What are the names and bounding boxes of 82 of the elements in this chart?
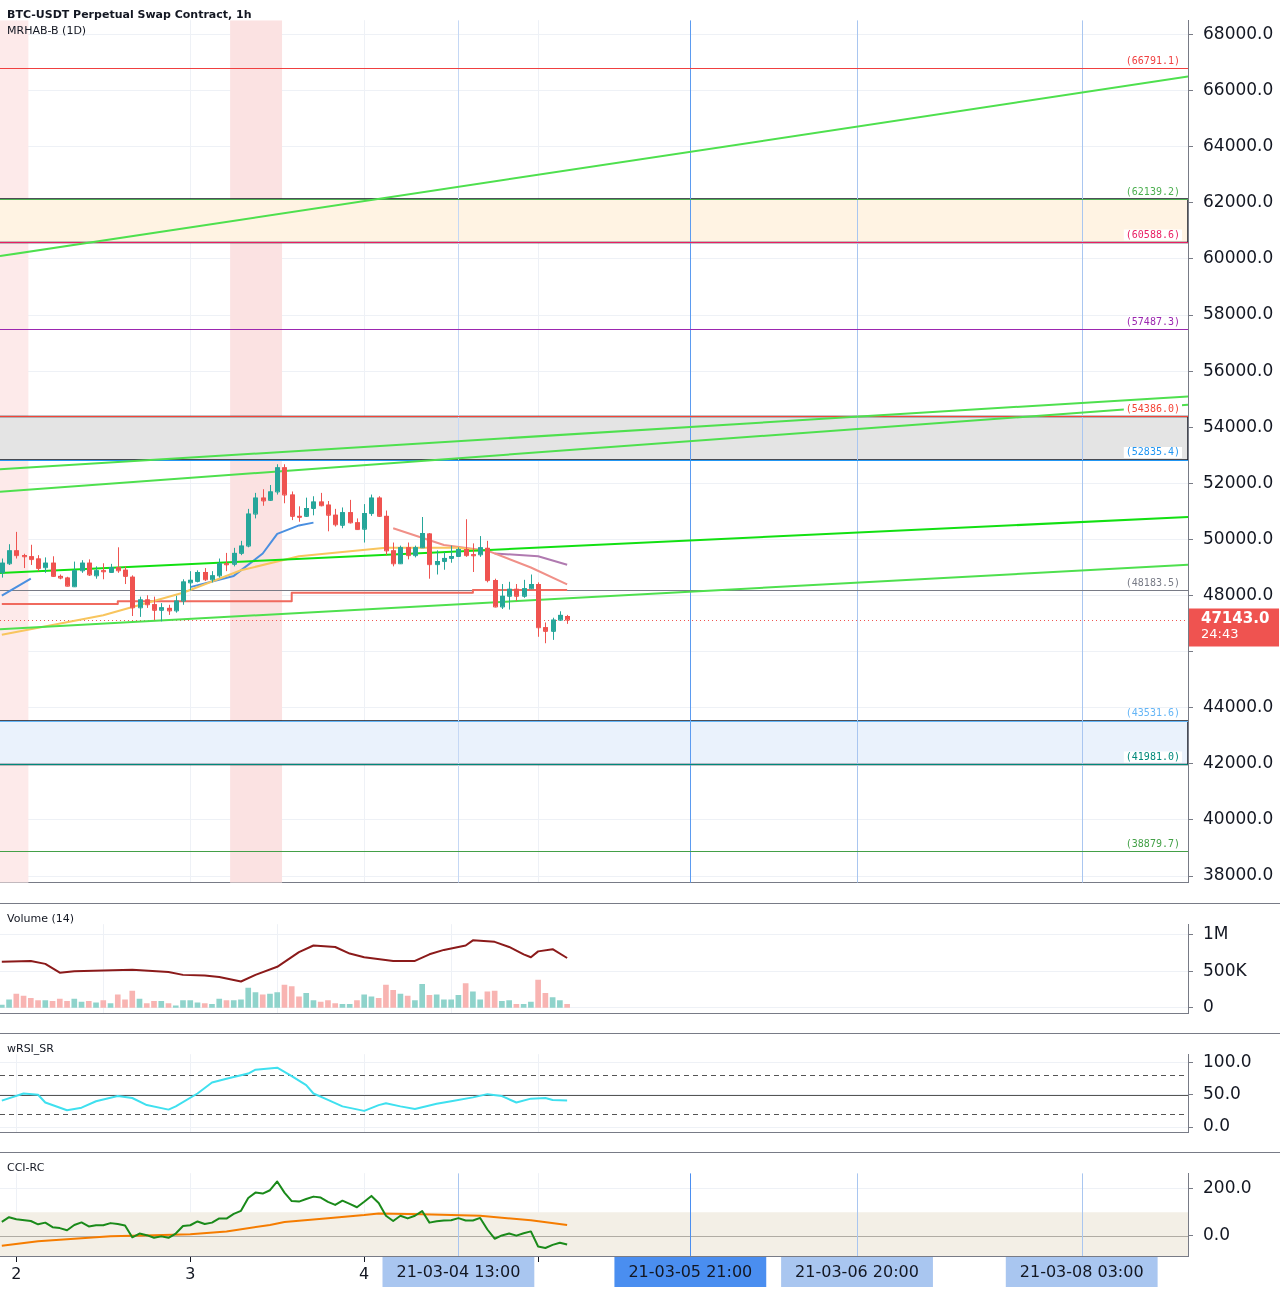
y-tick-label: 0.0	[1203, 1224, 1231, 1245]
bar	[426, 995, 433, 1008]
bar	[20, 995, 27, 1008]
bar	[455, 995, 462, 1008]
y-tick-label: 56000.0	[1203, 359, 1274, 380]
chart-title: BTC-USDT Perpetual Swap Contract, 1h	[7, 8, 252, 21]
bar	[194, 1002, 201, 1008]
y-tick-label: 40000.0	[1203, 808, 1274, 829]
y-tick-label: 50.0	[1203, 1083, 1241, 1104]
ref-line-label: 21-03-08 03:00	[1019, 1262, 1144, 1282]
ref-line-label: (62139.2)	[1125, 185, 1180, 197]
y-tick-label: 1M	[1203, 922, 1229, 943]
bar	[42, 1000, 49, 1008]
bar	[310, 1000, 317, 1008]
y-tick-label: 50000.0	[1203, 527, 1274, 548]
chart-title: CCI-RC	[7, 1161, 45, 1174]
ref-line-label: (43531.6)	[1125, 707, 1180, 719]
y-tick-label: 58000.0	[1203, 303, 1274, 324]
ref-line-label: 21-03-04 13:00	[396, 1262, 521, 1282]
y-tick-label: 66000.0	[1203, 79, 1274, 100]
bar	[252, 992, 259, 1008]
ref-line-label: (60588.6)	[1125, 229, 1180, 241]
bar	[49, 1000, 56, 1008]
bar	[564, 1003, 570, 1008]
bar	[549, 997, 556, 1008]
bar	[100, 1000, 107, 1008]
bar	[165, 1003, 172, 1008]
ref-line-label: 21-03-05 21:00	[628, 1262, 753, 1282]
ref-line-label: (41981.0)	[1125, 750, 1180, 762]
y-tick-label: 68000.0	[1203, 22, 1274, 43]
bar	[259, 994, 266, 1008]
y-tick-label: 0	[1203, 996, 1214, 1017]
ref-line-label: (48183.5)	[1125, 576, 1180, 588]
y-tick-label: 500K	[1203, 959, 1248, 980]
y-tick-label: 62000.0	[1203, 191, 1274, 212]
y-tick-label: 0.0	[1203, 1115, 1231, 1136]
bar	[339, 1003, 346, 1008]
ref-line-label: 47143.0	[1201, 609, 1270, 628]
x-tick-label: 3	[185, 1263, 196, 1283]
y-tick-label: 52000.0	[1203, 471, 1274, 492]
ref-line-label: 21-03-06 20:00	[795, 1262, 919, 1282]
y-tick-label: 48000.0	[1203, 583, 1274, 604]
bar	[528, 1001, 534, 1008]
bar	[433, 994, 440, 1008]
bar	[303, 992, 310, 1008]
x-tick-label: 4	[359, 1263, 370, 1283]
bar	[71, 998, 78, 1008]
ref-line-label: (54386.0)	[1125, 403, 1180, 414]
bar	[513, 1003, 520, 1008]
bar	[158, 1000, 165, 1008]
chart-title: wRSI_SR	[7, 1042, 54, 1055]
ref-line-label: (38879.7)	[1125, 837, 1180, 849]
bar	[223, 1000, 230, 1008]
chart-subtitle: MRHAB-B (1D)	[7, 24, 87, 37]
y-tick-label: 38000.0	[1203, 864, 1274, 885]
y-tick-label: 200.0	[1203, 1177, 1252, 1197]
y-tick-label: 100.0	[1203, 1051, 1252, 1071]
bar	[13, 993, 20, 1008]
bar	[93, 1002, 99, 1008]
bar	[520, 1003, 527, 1008]
bar	[85, 1000, 92, 1008]
bar	[354, 1000, 360, 1008]
x-tick-label: 2	[11, 1263, 22, 1283]
bar	[535, 979, 541, 1008]
bar	[404, 995, 411, 1008]
bar	[107, 1003, 114, 1008]
bar	[462, 983, 469, 1008]
bar	[346, 1003, 353, 1008]
ref-line-label: (57487.3)	[1125, 316, 1180, 327]
text: 24:43	[1201, 625, 1239, 641]
y-tick-label: 54000.0	[1203, 415, 1274, 436]
bar	[484, 991, 491, 1008]
bar	[361, 994, 368, 1008]
bar	[557, 1000, 563, 1008]
y-tick-label: 44000.0	[1203, 696, 1274, 717]
ref-line-label: (52835.4)	[1125, 446, 1180, 458]
y-tick-label: 60000.0	[1203, 247, 1274, 268]
y-tick-label: 64000.0	[1203, 135, 1274, 156]
chart-title: Volume (14)	[7, 912, 74, 925]
y-tick-label: 42000.0	[1203, 752, 1274, 773]
ref-line-label: (66791.1)	[1125, 55, 1180, 67]
bar	[201, 1003, 208, 1008]
